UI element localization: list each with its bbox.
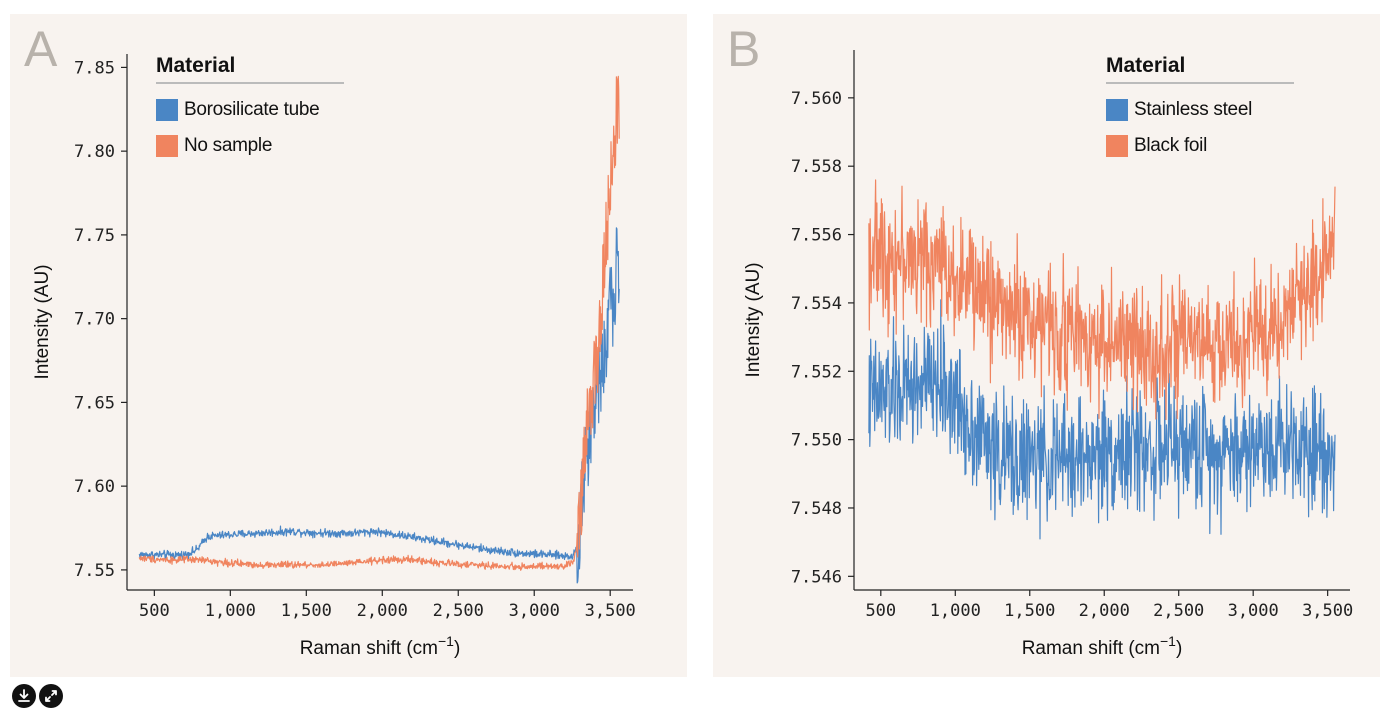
x-tick-label: 2,000 xyxy=(357,601,408,621)
x-tick-label: 500 xyxy=(865,601,896,621)
legend-label: No sample xyxy=(184,135,273,156)
chart-panel-b: B 7.546 7.548 7.550 7.552 7.554 7.556 7.558 7.5… xyxy=(713,14,1380,677)
x-tick-label: 1,500 xyxy=(281,601,332,621)
series-line-stainless-steel xyxy=(868,299,1336,540)
x-axis-label-sup: −1 xyxy=(438,633,454,649)
series-line-black-foil xyxy=(868,179,1336,421)
x-tick-label: 500 xyxy=(139,601,170,621)
expand-icon[interactable] xyxy=(39,684,63,708)
y-tick-label: 7.546 xyxy=(791,567,842,587)
chart-a-svg: 7.55 7.60 7.65 7.70 7.75 7.80 7.85 500 1,000 1,50… xyxy=(32,54,636,659)
x-axis-label: Raman shift (cm−1) xyxy=(1022,633,1183,659)
x-tick-label: 2,500 xyxy=(433,601,484,621)
series-line-borosilicate-tube xyxy=(138,227,620,584)
x-axis-label-sup: −1 xyxy=(1160,633,1176,649)
x-axis-label-text: Raman shift (cm xyxy=(1022,638,1160,659)
series-line-no-sample xyxy=(138,75,620,571)
x-axis-label: Raman shift (cm−1) xyxy=(300,633,461,659)
x-tick-label: 1,000 xyxy=(930,601,981,621)
y-tick-label: 7.556 xyxy=(791,226,842,246)
x-tick-label: 2,000 xyxy=(1079,601,1130,621)
legend-title: Material xyxy=(156,54,344,84)
y-tick-label: 7.60 xyxy=(74,477,115,497)
x-tick-label: 3,000 xyxy=(1228,601,1279,621)
legend-label: Borosilicate tube xyxy=(184,99,320,120)
y-tick-label: 7.65 xyxy=(74,393,115,413)
y-tick-label: 7.550 xyxy=(791,431,842,451)
x-tick-label: 3,000 xyxy=(509,601,560,621)
y-axis-label: Intensity (AU) xyxy=(32,264,53,379)
y-tick-label: 7.55 xyxy=(74,561,115,581)
y-tick-label: 7.552 xyxy=(791,362,842,382)
y-tick-label: 7.558 xyxy=(791,157,842,177)
legend-a: Material Borosilicate tube No sample xyxy=(156,54,344,164)
legend-swatch-blue xyxy=(1106,99,1128,121)
legend-label: Stainless steel xyxy=(1134,99,1253,120)
y-tick-label: 7.75 xyxy=(74,226,115,246)
legend-label: Black foil xyxy=(1134,135,1208,156)
panel-letter-b: B xyxy=(727,21,761,77)
legend-swatch-orange xyxy=(156,135,178,157)
download-icon[interactable] xyxy=(12,684,36,708)
y-tick-label: 7.554 xyxy=(791,294,842,314)
legend-swatch-blue xyxy=(156,99,178,121)
chart-b-svg: 7.546 7.548 7.550 7.552 7.554 7.556 7.558 7.560… xyxy=(743,50,1353,659)
legend-item-stainless-steel: Stainless steel xyxy=(1106,92,1294,128)
x-axis-label-text: Raman shift (cm xyxy=(300,638,438,659)
x-tick-label: 1,500 xyxy=(1004,601,1055,621)
chart-panel-a: A 7.55 7.60 7.65 7.70 7.75 7.80 7.85 500 1,000 1,… xyxy=(10,14,687,677)
legend-title: Material xyxy=(1106,54,1294,84)
expand-icon-glyph xyxy=(45,690,57,702)
figure-actions xyxy=(12,684,63,708)
x-axis-label-end: ) xyxy=(454,638,460,659)
legend-b: Material Stainless steel Black foil xyxy=(1106,54,1294,164)
x-tick-label: 3,500 xyxy=(585,601,636,621)
y-axis-label: Intensity (AU) xyxy=(743,262,764,377)
y-tick-label: 7.70 xyxy=(74,310,115,330)
legend-item-no-sample: No sample xyxy=(156,128,344,164)
download-icon-glyph xyxy=(18,689,30,702)
legend-item-borosilicate-tube: Borosilicate tube xyxy=(156,92,344,128)
y-tick-label: 7.560 xyxy=(791,89,842,109)
x-tick-label: 2,500 xyxy=(1153,601,1204,621)
x-axis-label-end: ) xyxy=(1176,638,1182,659)
panel-letter-a: A xyxy=(24,21,58,77)
legend-swatch-orange xyxy=(1106,135,1128,157)
x-tick-label: 1,000 xyxy=(205,601,256,621)
y-tick-label: 7.548 xyxy=(791,499,842,519)
x-tick-label: 3,500 xyxy=(1302,601,1353,621)
legend-item-black-foil: Black foil xyxy=(1106,128,1294,164)
y-tick-label: 7.85 xyxy=(74,58,115,78)
y-tick-label: 7.80 xyxy=(74,142,115,162)
